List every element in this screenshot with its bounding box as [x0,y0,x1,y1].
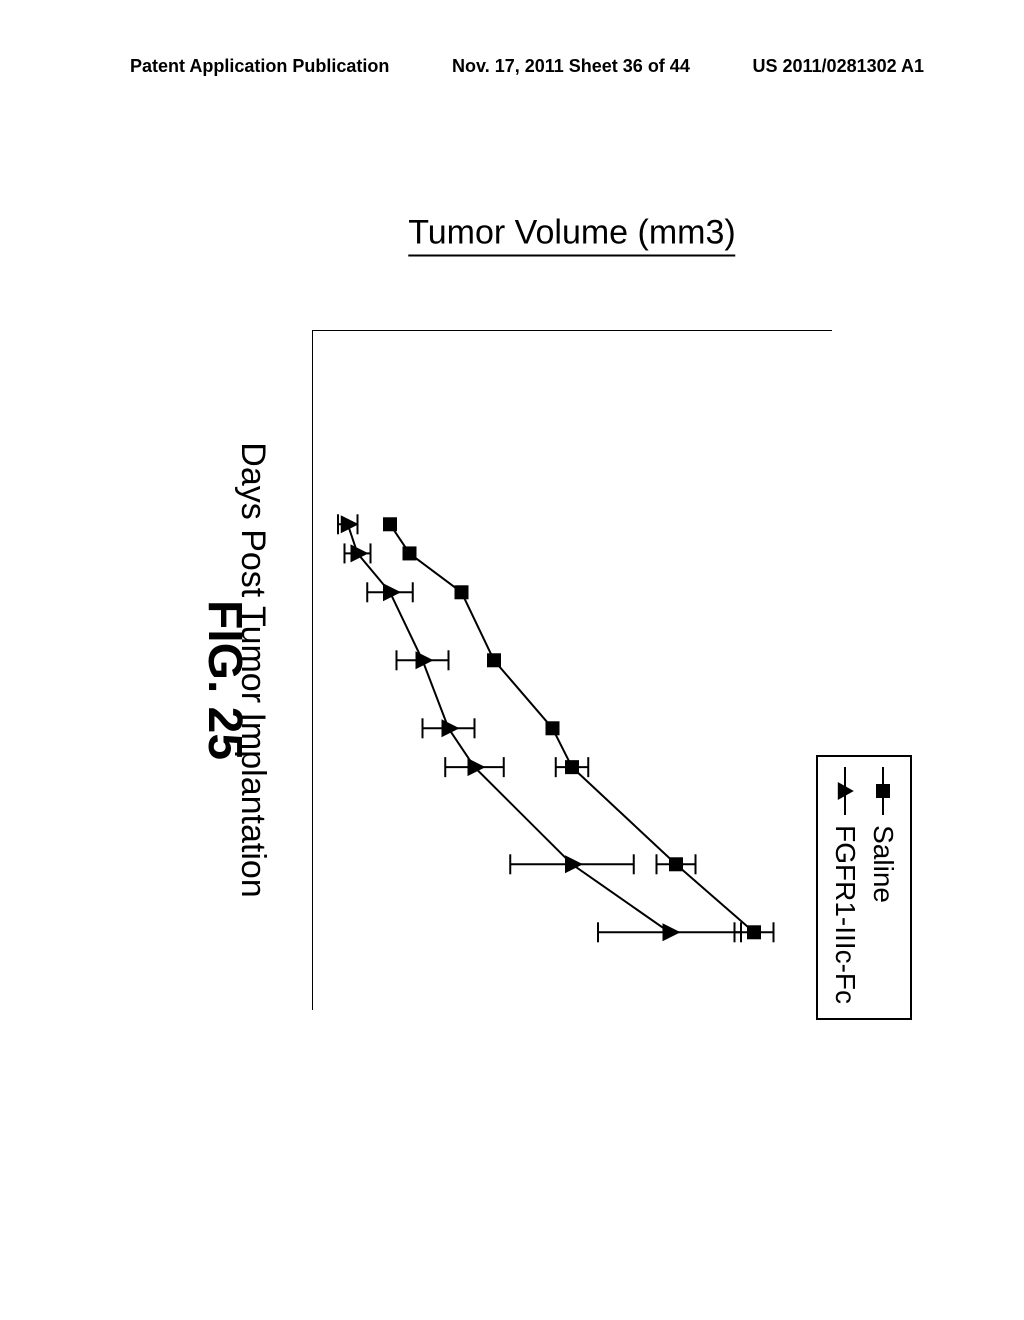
header-right: US 2011/0281302 A1 [753,56,924,77]
legend-label: Saline [864,825,902,903]
figure-wrap: Saline FGFR1-IIIc-Fc 0102030405060700250… [112,180,912,1180]
y-axis-title: Tumor Volume (mm3) [408,214,735,257]
rotated-figure: Saline FGFR1-IIIc-Fc 0102030405060700250… [112,180,912,1180]
tumor-volume-chart: Saline FGFR1-IIIc-Fc 0102030405060700250… [312,330,832,1010]
legend-item-saline: Saline [864,767,902,1004]
legend-marker-square [882,767,884,815]
page-header: Patent Application Publication Nov. 17, … [0,56,1024,77]
figure-caption: FIG. 25 [197,180,252,1180]
legend-item-fgfr1: FGFR1-IIIc-Fc [826,767,864,1004]
header-left: Patent Application Publication [130,56,389,77]
legend-marker-triangle [844,767,846,815]
legend-label: FGFR1-IIIc-Fc [826,825,864,1004]
chart-svg: 0102030405060700250500750 [312,330,832,1010]
y-axis-title-wrap: Tumor Volume (mm3) [312,215,832,255]
header-mid: Nov. 17, 2011 Sheet 36 of 44 [452,56,690,77]
